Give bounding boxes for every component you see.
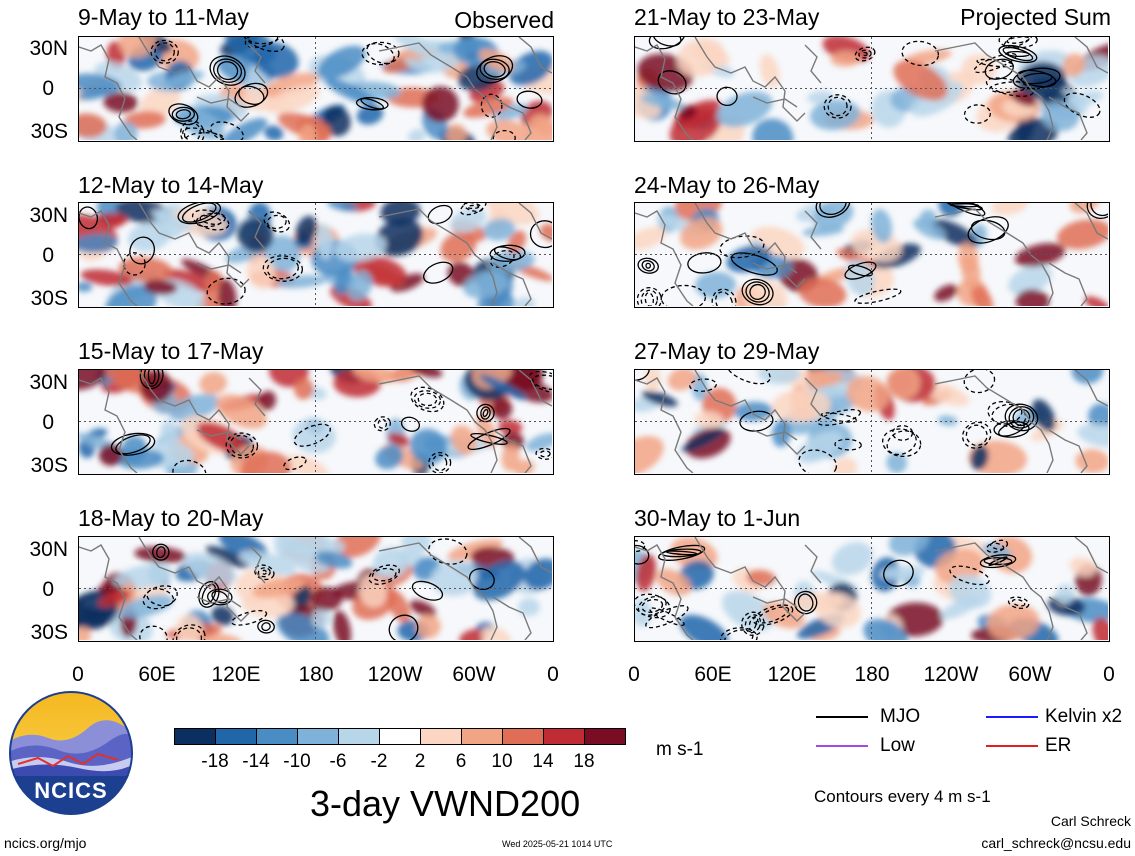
panel-title-8: 30-May to 1-Jun <box>634 505 801 531</box>
lon-label: 0 <box>628 663 640 686</box>
map-panel-8 <box>634 536 1110 642</box>
colorbar <box>174 728 626 745</box>
colorbar-tick-label: 2 <box>414 751 426 772</box>
lat-label-0: 0 <box>42 578 54 601</box>
lon-label: 60E <box>694 663 732 686</box>
colorbar-cell <box>298 729 339 744</box>
lat-label-30n: 30N <box>29 538 68 561</box>
colorbar-cell <box>339 729 380 744</box>
lat-label-0: 0 <box>42 244 54 267</box>
panel-title-1: 9-May to 11-May <box>78 4 249 30</box>
colorbar-tick-label: -10 <box>283 751 311 772</box>
panel-title-6: 24-May to 26-May <box>634 172 820 198</box>
colorbar-cell <box>175 729 216 744</box>
ncics-logo: NCICS <box>8 690 134 816</box>
lat-label-30s: 30S <box>30 120 68 143</box>
colorbar-cell <box>216 729 257 744</box>
lat-label-30s: 30S <box>30 287 68 310</box>
ncics-logo-graphic <box>9 691 133 815</box>
legend-swatch-mjo <box>816 716 868 718</box>
lon-label: 180 <box>298 663 334 686</box>
contour-note: Contours every 4 m s-1 <box>814 787 991 806</box>
source-url[interactable]: ncics.org/mjo <box>4 835 87 851</box>
lon-label: 0 <box>547 663 559 686</box>
lon-label: 120W <box>367 663 423 686</box>
figure-title: 3-day VWND200 <box>310 783 581 824</box>
colorbar-cell <box>503 729 544 744</box>
map-panel-6 <box>634 202 1110 308</box>
lon-label: 60E <box>138 663 176 686</box>
panel-title-5: 21-May to 23-May <box>634 4 820 30</box>
legend-swatch-kelvin <box>986 716 1038 718</box>
lon-label: 120W <box>923 663 979 686</box>
lat-label-30n: 30N <box>29 204 68 227</box>
legend-label-kelvin: Kelvin x2 <box>1045 706 1123 727</box>
legend-swatch-low <box>816 745 868 747</box>
lat-label-0: 0 <box>42 77 54 100</box>
lat-label-0: 0 <box>42 411 54 434</box>
lat-label-30s: 30S <box>30 621 68 644</box>
lon-label: 60W <box>1008 663 1052 686</box>
colorbar-tick-label: -18 <box>201 751 229 772</box>
panel-title-4: 18-May to 20-May <box>78 505 264 531</box>
colorbar-cell <box>585 729 625 744</box>
observed-label: Observed <box>454 7 554 33</box>
colorbar-tick-label: -2 <box>370 751 388 772</box>
legend-label-mjo: MJO <box>880 706 921 727</box>
units-label: m s-1 <box>656 739 704 760</box>
lat-label-30n: 30N <box>29 37 68 60</box>
logo-text: NCICS <box>34 778 108 803</box>
colorbar-cell <box>462 729 503 744</box>
lon-label: 0 <box>72 663 84 686</box>
lon-label: 0 <box>1103 663 1115 686</box>
colorbar-tick-label: -6 <box>329 751 347 772</box>
lon-label: 180 <box>854 663 890 686</box>
colorbar-tick-label: 10 <box>491 751 513 772</box>
map-panel-5 <box>634 36 1110 142</box>
panel-title-2: 12-May to 14-May <box>78 172 264 198</box>
colorbar-tick-label: 6 <box>455 751 467 772</box>
legend-label-er: ER <box>1045 735 1072 756</box>
colorbar-cell <box>421 729 462 744</box>
legend-swatch-er <box>986 745 1038 747</box>
colorbar-cell <box>544 729 585 744</box>
map-panel-4 <box>78 536 554 642</box>
map-panel-2 <box>78 202 554 308</box>
timestamp: Wed 2025-05-21 1014 UTC <box>502 839 613 849</box>
colorbar-tick-label: -14 <box>242 751 270 772</box>
author-name: Carl Schreck <box>1050 813 1131 829</box>
lat-label-30s: 30S <box>30 454 68 477</box>
map-panel-3 <box>78 369 554 475</box>
projected-label: Projected Sum <box>960 4 1111 30</box>
lon-label: 60W <box>452 663 496 686</box>
colorbar-cell <box>257 729 298 744</box>
lon-label: 120E <box>211 663 261 686</box>
colorbar-cell <box>380 729 421 744</box>
map-panel-1 <box>78 36 554 142</box>
author-email[interactable]: carl_schreck@ncsu.edu <box>981 835 1131 851</box>
lat-label-30n: 30N <box>29 371 68 394</box>
panel-title-7: 27-May to 29-May <box>634 338 820 364</box>
panel-title-3: 15-May to 17-May <box>78 338 264 364</box>
colorbar-tick-label: 18 <box>573 751 595 772</box>
lon-label: 120E <box>767 663 817 686</box>
legend-label-low: Low <box>880 735 915 756</box>
colorbar-tick-label: 14 <box>532 751 554 772</box>
map-panel-7 <box>634 369 1110 475</box>
